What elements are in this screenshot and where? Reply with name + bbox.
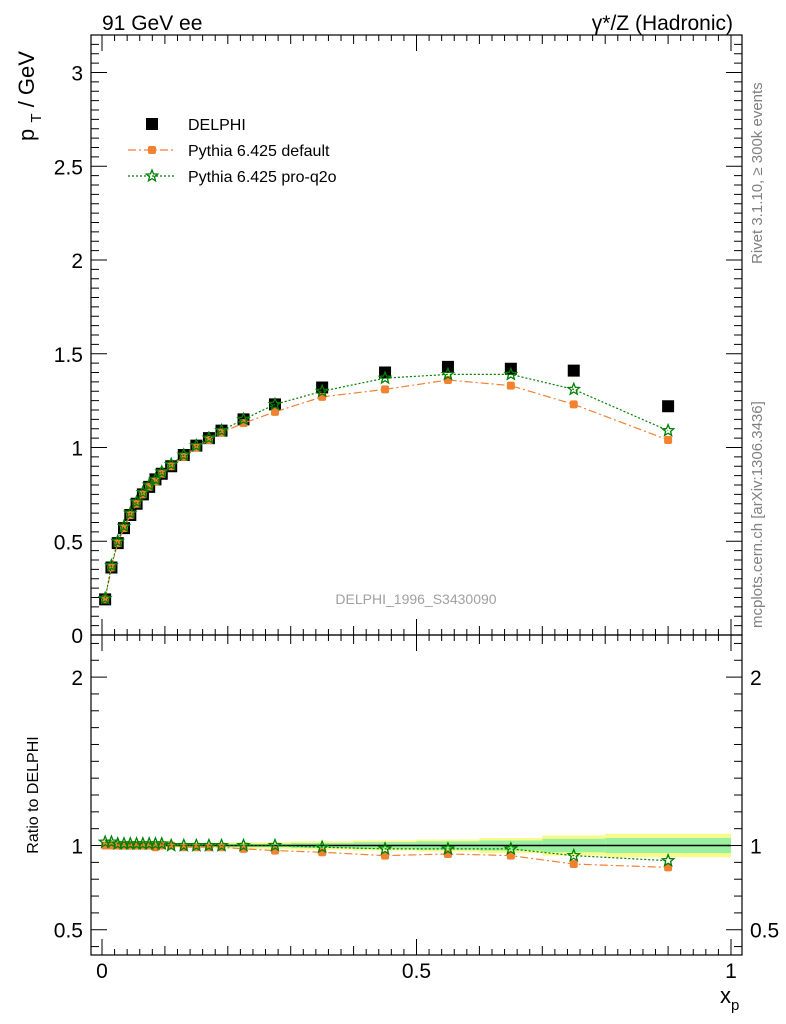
data-point-pythia-6-425-pro-q2o bbox=[314, 383, 330, 398]
data-point-pythia-6-425-pro-q2o bbox=[104, 557, 119, 572]
data-point-delphi bbox=[662, 400, 675, 413]
data-point-pythia-6-425-pro-q2o bbox=[116, 518, 132, 533]
main-y-axis-label-sub: T bbox=[28, 113, 45, 122]
ratio-point-pythia-6-425-default bbox=[506, 851, 515, 860]
data-point-pythia-6-425-pro-q2o bbox=[97, 590, 113, 605]
ratio-line-pythia-6-425-pro-q2o bbox=[105, 841, 669, 862]
data-point-pythia-6-425-default bbox=[569, 400, 578, 409]
data-point-pythia-6-425-pro-q2o bbox=[201, 430, 217, 445]
legend-label-pythia-6-425-default: Pythia 6.425 default bbox=[188, 143, 330, 160]
legend-marker-pythia-6-425-default bbox=[148, 146, 156, 154]
ratio-point-pythia-6-425-pro-q2o bbox=[660, 852, 676, 867]
main-panel: 0 0.5 1 1.5 2 2.5 3 DELPHI_1996_S3430090 DELPH… bbox=[14, 34, 743, 648]
legend-marker-delphi bbox=[146, 118, 158, 130]
data-point-pythia-6-425-default bbox=[101, 595, 110, 604]
data-point-pythia-6-425-pro-q2o bbox=[154, 464, 170, 479]
series-pythia-6-425-pro-q2o bbox=[97, 366, 676, 605]
data-point-pythia-6-425-pro-q2o bbox=[660, 422, 676, 437]
data-point-pythia-6-425-pro-q2o bbox=[440, 366, 456, 381]
ratio-point-pythia-6-425-default bbox=[381, 851, 390, 860]
data-point-delphi bbox=[567, 364, 580, 377]
svg-text:p T / GeV: p T / GeV bbox=[14, 51, 45, 141]
series-line-pythia-6-425-default bbox=[104, 379, 669, 600]
y-tick-label: 1 bbox=[71, 836, 83, 859]
data-point-pythia-6-425-default bbox=[664, 436, 673, 444]
ratio-point-pythia-6-425-pro-q2o bbox=[503, 841, 519, 856]
header-right: γ*/Z (Hadronic) bbox=[592, 12, 733, 35]
ratio-y-axis-label: Ratio to DELPHI bbox=[25, 736, 42, 853]
ratio-point-pythia-6-425-pro-q2o bbox=[188, 837, 204, 852]
x-axis-label: xp bbox=[720, 983, 739, 1014]
data-point-pythia-6-425-pro-q2o bbox=[110, 533, 126, 548]
ratio-point-pythia-6-425-default bbox=[664, 863, 673, 872]
y-tick-label: 2 bbox=[71, 667, 83, 690]
y-tick-label: 2.5 bbox=[54, 156, 83, 179]
ratio-point-pythia-6-425-pro-q2o bbox=[163, 837, 179, 852]
ratio-point-pythia-6-425-pro-q2o bbox=[267, 837, 283, 852]
ratio-point-pythia-6-425-pro-q2o bbox=[440, 841, 456, 856]
data-point-pythia-6-425-pro-q2o bbox=[163, 456, 179, 471]
main-y-axis-label: p T / GeV bbox=[14, 51, 45, 141]
data-point-pythia-6-425-default bbox=[506, 381, 515, 390]
mcplots-label: mcplots.cern.ch [arXiv:1306.3436] bbox=[749, 401, 766, 628]
x-tick-label: 0 bbox=[96, 960, 108, 983]
data-point-pythia-6-425-pro-q2o bbox=[236, 411, 251, 426]
data-point-pythia-6-425-pro-q2o bbox=[267, 396, 283, 411]
ratio-series-pythia-6-425-pro-q2o bbox=[97, 834, 676, 867]
main-y-axis-label-unit: / GeV bbox=[14, 51, 39, 114]
ratio-point-pythia-6-425-default bbox=[270, 846, 279, 855]
ratio-point-pythia-6-425-pro-q2o bbox=[154, 836, 170, 851]
data-point-pythia-6-425-pro-q2o bbox=[188, 437, 204, 452]
data-point-pythia-6-425-default bbox=[270, 407, 279, 416]
ratio-point-pythia-6-425-pro-q2o bbox=[104, 834, 119, 849]
data-point-delphi bbox=[316, 381, 329, 394]
data-point-pythia-6-425-default bbox=[239, 419, 248, 428]
y-tick-label: 0.5 bbox=[54, 920, 83, 943]
ratio-point-pythia-6-425-pro-q2o bbox=[377, 841, 393, 856]
main-y-axis-label-text: p bbox=[14, 129, 39, 141]
data-point-pythia-6-425-pro-q2o bbox=[566, 381, 582, 396]
x-axis-label-main: x bbox=[720, 983, 731, 1008]
legend-marker-pythia-6-425-pro-q2o bbox=[144, 168, 160, 183]
x-tick-label: 1 bbox=[725, 960, 737, 983]
ratio-point-pythia-6-425-pro-q2o bbox=[201, 837, 217, 852]
data-point-pythia-6-425-pro-q2o bbox=[176, 447, 192, 462]
y-tick-label-right: 2 bbox=[750, 667, 762, 690]
y-tick-label-right: 0.5 bbox=[750, 920, 779, 943]
ratio-frame bbox=[90, 634, 743, 956]
header-left: 91 GeV ee bbox=[102, 12, 202, 35]
data-point-pythia-6-425-pro-q2o bbox=[503, 366, 519, 381]
data-point-pythia-6-425-pro-q2o bbox=[214, 422, 229, 437]
rivet-label: Rivet 3.1.10, ≥ 300k events bbox=[749, 82, 766, 264]
data-point-pythia-6-425-pro-q2o bbox=[377, 370, 393, 385]
y-tick-label: 1 bbox=[71, 438, 83, 461]
data-point-pythia-6-425-default bbox=[381, 385, 390, 394]
ratio-point-pythia-6-425-pro-q2o bbox=[176, 837, 192, 852]
ratio-point-pythia-6-425-pro-q2o bbox=[236, 837, 251, 852]
ratio-point-pythia-6-425-default bbox=[569, 860, 578, 869]
x-tick-label: 0.5 bbox=[402, 960, 431, 983]
y-tick-label: 2 bbox=[71, 250, 83, 273]
y-tick-label: 0.5 bbox=[54, 531, 83, 554]
y-tick-label: 3 bbox=[71, 63, 83, 86]
ratio-point-pythia-6-425-default bbox=[443, 849, 452, 858]
ratio-point-pythia-6-425-pro-q2o bbox=[566, 847, 582, 862]
watermark: DELPHI_1996_S3430090 bbox=[335, 591, 496, 607]
x-axis-label-sub: p bbox=[731, 997, 739, 1014]
legend-label-pythia-6-425-pro-q2o: Pythia 6.425 pro-q2o bbox=[188, 169, 337, 186]
y-tick-label: 0 bbox=[71, 625, 83, 648]
data-point-pythia-6-425-pro-q2o bbox=[148, 471, 163, 486]
data-point-pythia-6-425-pro-q2o bbox=[129, 494, 144, 509]
y-tick-label-right: 1 bbox=[750, 836, 762, 859]
legend: DELPHI Pythia 6.425 default Pythia 6.425 p… bbox=[128, 117, 337, 186]
y-tick-label: 1.5 bbox=[54, 344, 83, 367]
ratio-point-pythia-6-425-pro-q2o bbox=[214, 837, 229, 852]
legend-label-delphi: DELPHI bbox=[188, 117, 246, 134]
ratio-panel: 0.5 0.5 1 1 2 2 0 0.5 1 Ratio to DELPHI bbox=[25, 634, 779, 983]
data-point-pythia-6-425-pro-q2o bbox=[122, 505, 138, 520]
ratio-point-pythia-6-425-pro-q2o bbox=[314, 839, 330, 854]
ratio-point-pythia-6-425-default bbox=[318, 848, 327, 857]
data-point-pythia-6-425-pro-q2o bbox=[135, 484, 151, 499]
